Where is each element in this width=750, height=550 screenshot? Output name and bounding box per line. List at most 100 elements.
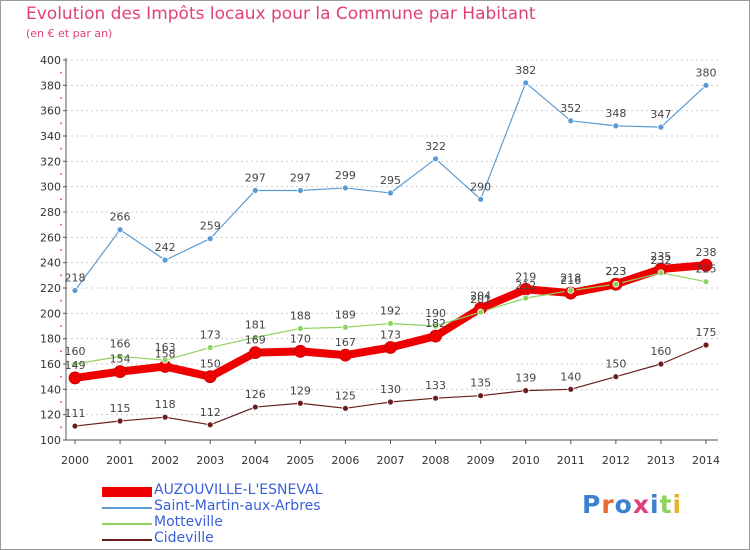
data-label: 297 [245, 171, 266, 184]
data-label: 112 [200, 406, 221, 419]
data-label: 219 [515, 270, 536, 283]
data-point [657, 123, 665, 131]
data-label: 347 [650, 108, 671, 121]
data-label: 201 [470, 293, 491, 306]
y-tick-label: 360 [40, 105, 61, 118]
data-label: 189 [335, 308, 356, 321]
x-tick-label: 2003 [196, 454, 224, 467]
data-point [206, 421, 214, 429]
data-label: 380 [696, 66, 717, 79]
data-label: 163 [155, 341, 176, 354]
chart-title: Evolution des Impôts locaux pour la Comm… [26, 4, 536, 24]
data-point [522, 79, 530, 87]
data-point [68, 371, 82, 385]
x-tick-label: 2002 [151, 454, 179, 467]
data-point [203, 370, 217, 384]
y-minor-tick [60, 401, 62, 403]
data-label: 160 [65, 345, 86, 358]
x-tick-label: 2005 [286, 454, 314, 467]
x-tick-label: 2000 [61, 454, 89, 467]
data-label: 259 [200, 220, 221, 233]
x-tick-label: 2012 [602, 454, 630, 467]
y-tick-label: 240 [40, 257, 61, 270]
x-tick-label: 2013 [647, 454, 675, 467]
data-label: 149 [65, 359, 86, 372]
data-point [612, 122, 620, 130]
data-point [71, 360, 79, 368]
data-label: 348 [605, 107, 626, 120]
y-minor-tick [60, 375, 62, 378]
legend-swatch [102, 523, 152, 525]
data-label: 352 [560, 102, 581, 115]
y-minor-tick [60, 350, 62, 353]
y-tick-label: 400 [40, 54, 61, 67]
data-label: 167 [335, 336, 356, 349]
data-point [477, 392, 485, 400]
data-label: 382 [515, 64, 536, 77]
y-tick-label: 320 [40, 155, 61, 168]
y-minor-tick [60, 71, 62, 74]
data-point [206, 235, 214, 243]
data-label: 297 [290, 171, 311, 184]
y-tick-label: 160 [40, 358, 61, 371]
data-point [702, 278, 710, 286]
data-label: 133 [425, 379, 446, 392]
data-label: 125 [335, 389, 356, 402]
data-label: 170 [290, 332, 311, 345]
data-point [384, 341, 397, 354]
data-label: 290 [470, 180, 491, 193]
data-point [657, 269, 665, 277]
y-minor-tick [60, 198, 62, 201]
data-label: 188 [290, 310, 311, 323]
data-point [296, 399, 304, 407]
data-label: 204 [470, 289, 491, 302]
data-label: 173 [200, 329, 221, 342]
legend-label: Cideville [154, 530, 214, 546]
data-label: 160 [650, 345, 671, 358]
data-label: 118 [155, 398, 176, 411]
data-label: 175 [696, 326, 717, 339]
chart-subtitle: (en € et par an) [26, 27, 113, 40]
data-label: 139 [515, 372, 536, 385]
x-tick-label: 2001 [106, 454, 134, 467]
proxiti-logo: Proxiti [582, 490, 683, 519]
data-point [248, 346, 262, 360]
data-point [702, 81, 710, 89]
data-label: 173 [380, 329, 401, 342]
data-point [429, 329, 442, 343]
data-label: 181 [245, 318, 266, 331]
data-label: 235 [650, 250, 671, 263]
x-tick-label: 2007 [377, 454, 405, 467]
data-label: 169 [245, 334, 266, 347]
data-point [251, 187, 259, 194]
x-tick-label: 2006 [331, 454, 359, 467]
data-point [251, 403, 259, 411]
y-tick-label: 220 [40, 282, 61, 295]
data-point [342, 184, 349, 192]
legend-swatch [102, 539, 152, 541]
x-tick-label: 2004 [241, 454, 269, 467]
data-label: 130 [380, 383, 401, 396]
x-tick-label: 2011 [557, 454, 585, 467]
y-tick-label: 260 [40, 231, 61, 244]
data-point [71, 287, 79, 294]
data-label: 166 [110, 337, 131, 350]
data-point [342, 404, 349, 412]
data-point [432, 322, 439, 330]
data-label: 182 [425, 317, 446, 330]
data-point [387, 398, 394, 406]
data-point [612, 280, 620, 288]
y-minor-tick [60, 173, 62, 175]
legend-swatch [102, 507, 152, 509]
data-point [477, 195, 485, 203]
data-label: 242 [155, 241, 176, 254]
data-point [612, 373, 620, 381]
data-label: 232 [650, 254, 671, 267]
data-point [567, 287, 575, 294]
data-point [432, 155, 439, 163]
data-point [161, 256, 169, 264]
data-point [657, 360, 665, 368]
y-tick-label: 300 [40, 181, 61, 194]
